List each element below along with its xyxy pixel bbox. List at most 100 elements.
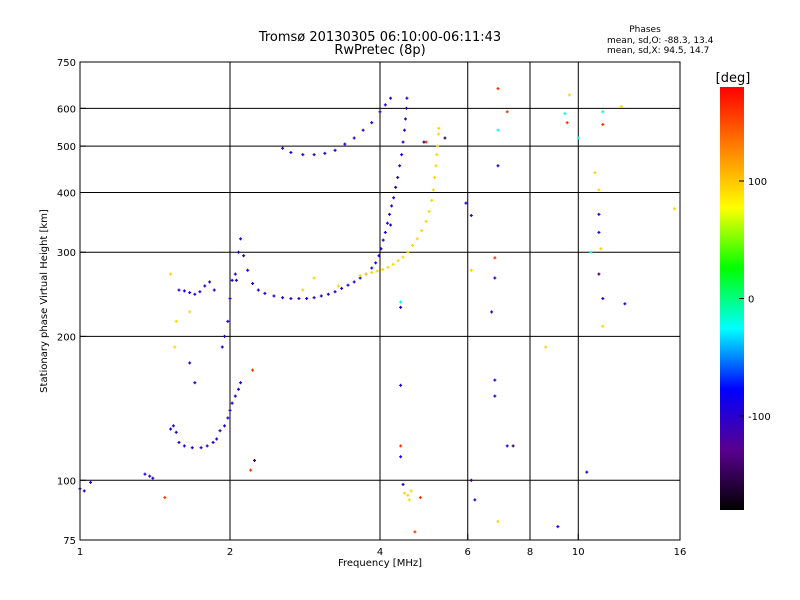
data-point — [388, 212, 392, 216]
data-point — [403, 128, 407, 132]
data-point — [370, 271, 374, 275]
y-tick-label: 750 — [57, 58, 76, 69]
data-point — [396, 175, 400, 179]
data-point — [381, 238, 385, 242]
data-point — [289, 297, 293, 301]
phase-stats-x: mean, sd,X: 94.5, 14.7 — [607, 46, 709, 56]
phase-stats-header: Phases — [629, 25, 661, 35]
data-point — [406, 493, 410, 497]
data-point — [415, 237, 419, 241]
data-point — [383, 230, 387, 234]
data-point — [223, 334, 227, 338]
data-point — [597, 230, 601, 234]
data-point — [193, 292, 197, 296]
data-point — [352, 280, 356, 284]
x-axis-ticks: 1 2 4 6 8 10 16 — [77, 534, 686, 558]
data-point — [326, 292, 330, 296]
data-point — [333, 148, 337, 152]
data-point — [405, 96, 409, 100]
data-point — [377, 254, 381, 258]
data-point — [389, 96, 393, 100]
data-points — [78, 87, 677, 534]
data-point — [312, 296, 316, 300]
data-point — [82, 489, 86, 493]
data-point — [242, 254, 246, 258]
data-point — [431, 188, 435, 192]
y-tick-label: 100 — [57, 476, 76, 487]
data-point — [190, 446, 194, 450]
data-point — [493, 378, 497, 382]
data-point — [443, 136, 447, 140]
data-point — [233, 272, 237, 276]
data-point — [174, 319, 178, 323]
data-point — [563, 112, 567, 116]
data-point — [567, 93, 571, 97]
data-point — [223, 424, 227, 428]
data-point — [619, 105, 623, 109]
data-point — [301, 153, 305, 157]
data-point — [427, 210, 431, 214]
data-point — [420, 229, 424, 233]
data-point — [226, 319, 230, 323]
data-point — [239, 237, 243, 241]
data-point — [496, 87, 500, 91]
data-point — [212, 288, 216, 292]
data-point — [383, 103, 387, 107]
data-point — [336, 284, 340, 288]
data-point — [469, 268, 473, 272]
data-point — [493, 394, 497, 398]
data-point — [597, 212, 601, 216]
data-point — [399, 444, 403, 448]
data-point — [490, 310, 494, 314]
y-tick-label: 400 — [57, 188, 76, 199]
data-point — [401, 255, 405, 259]
data-point — [169, 427, 173, 431]
x-tick-label: 6 — [465, 547, 471, 558]
data-point — [436, 132, 440, 136]
data-point — [215, 437, 219, 441]
x-tick-label: 8 — [527, 547, 533, 558]
data-point — [272, 294, 276, 298]
data-point — [143, 472, 147, 476]
data-point — [493, 276, 497, 280]
data-point — [174, 430, 178, 434]
data-point — [251, 282, 255, 286]
data-point — [89, 480, 93, 484]
data-point — [385, 221, 389, 225]
data-point — [407, 498, 411, 502]
data-point — [623, 302, 627, 306]
data-point — [151, 476, 155, 480]
colorbar-label: [deg] — [716, 71, 751, 86]
data-point — [436, 144, 440, 148]
data-point — [403, 491, 407, 495]
data-point — [177, 288, 181, 292]
data-point — [496, 164, 500, 168]
data-point — [361, 128, 365, 132]
data-point — [565, 121, 569, 125]
data-point — [493, 256, 497, 260]
data-point — [391, 262, 395, 266]
data-point — [346, 283, 350, 287]
data-point — [404, 106, 408, 110]
data-point — [430, 198, 434, 202]
data-point — [434, 164, 438, 168]
colorbar-ticks: 100 0 -100 — [739, 177, 771, 423]
data-point — [199, 446, 203, 450]
data-point — [228, 408, 232, 412]
data-point — [340, 286, 344, 290]
y-axis-label: Stationary phase Virtual Height [km] — [39, 209, 50, 393]
data-point — [601, 110, 605, 114]
data-point — [188, 310, 192, 314]
data-point — [496, 128, 500, 132]
data-point — [323, 151, 327, 155]
data-point — [173, 345, 177, 349]
data-point — [556, 525, 560, 529]
data-point — [297, 297, 301, 301]
data-point — [352, 136, 356, 140]
data-point — [599, 247, 603, 251]
data-point — [374, 261, 378, 265]
data-point — [364, 272, 368, 276]
data-point — [398, 164, 402, 168]
data-point — [198, 290, 202, 294]
